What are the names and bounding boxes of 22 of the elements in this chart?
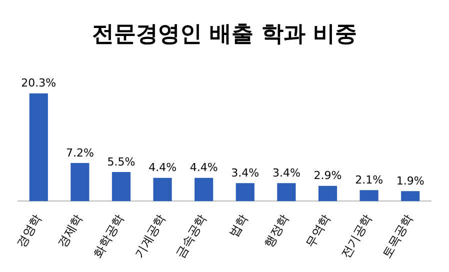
chart-title: 전문경영인 배출 학과 비중 (92, 22, 357, 47)
bar (277, 183, 296, 202)
data-label: 3.4% (272, 166, 300, 180)
data-label: 20.3% (21, 76, 56, 90)
bar (70, 162, 90, 202)
data-label: 4.4% (190, 161, 218, 174)
bar (29, 93, 48, 202)
data-label: 3.4% (231, 166, 260, 180)
data-label: 1.9% (396, 174, 424, 188)
x-tick-label: 법학 (226, 212, 250, 240)
data-label: 2.9% (314, 169, 342, 182)
bar (194, 178, 214, 202)
bar (360, 190, 378, 202)
data-label: 5.5% (107, 155, 136, 168)
bar (318, 186, 338, 202)
bar (236, 183, 254, 202)
bar (153, 178, 172, 202)
data-label: 4.4% (148, 161, 177, 174)
bar (112, 172, 131, 202)
bar (401, 191, 420, 202)
data-label: 7.2% (66, 146, 94, 160)
data-label: 2.1% (355, 173, 384, 186)
